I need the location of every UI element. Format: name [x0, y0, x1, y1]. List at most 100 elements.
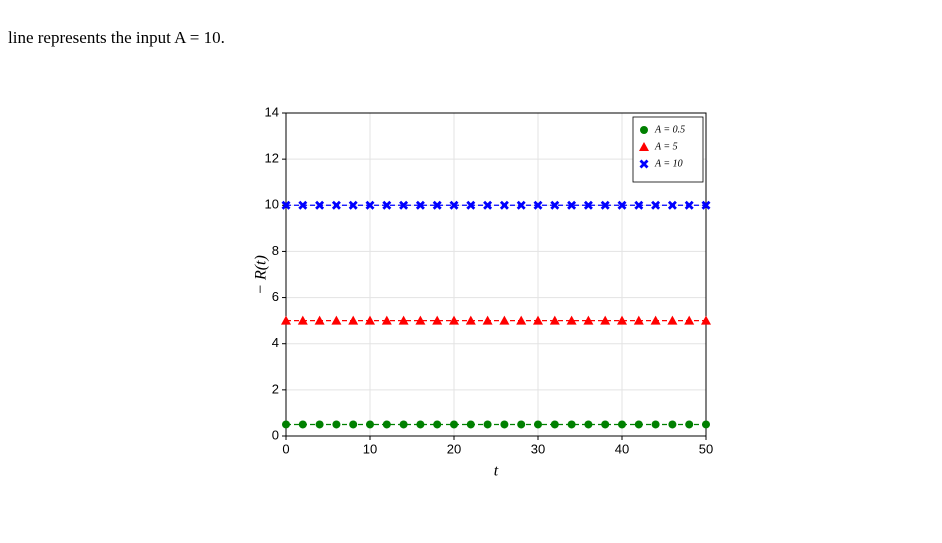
- marker: [433, 420, 442, 429]
- marker: [282, 420, 290, 429]
- x-tick-label: 30: [531, 441, 545, 456]
- marker: [466, 200, 476, 210]
- marker: [534, 420, 542, 429]
- marker: [482, 315, 493, 325]
- marker: [650, 315, 661, 325]
- marker: [416, 420, 425, 429]
- marker: [366, 420, 374, 429]
- marker: [315, 420, 324, 429]
- marker: [701, 200, 711, 210]
- x-tick-label: 0: [282, 441, 289, 456]
- marker: [449, 200, 459, 210]
- y-tick-label: 8: [272, 243, 279, 258]
- marker: [633, 315, 644, 325]
- x-tick-label: 50: [699, 441, 713, 456]
- marker: [651, 200, 661, 210]
- marker: [365, 315, 375, 325]
- legend-marker: [639, 159, 649, 169]
- marker: [600, 315, 611, 325]
- legend-marker: [640, 126, 648, 134]
- marker: [601, 420, 610, 429]
- marker: [314, 315, 325, 325]
- marker: [415, 200, 425, 210]
- marker: [399, 420, 408, 429]
- marker: [432, 200, 442, 210]
- legend-label: A = 5: [654, 141, 678, 152]
- marker: [701, 315, 711, 325]
- marker: [583, 315, 594, 325]
- marker: [348, 315, 359, 325]
- marker: [550, 420, 559, 429]
- marker: [450, 420, 458, 429]
- y-tick-label: 6: [272, 289, 279, 304]
- marker: [398, 315, 409, 325]
- marker: [550, 200, 560, 210]
- marker: [348, 200, 358, 210]
- marker: [684, 315, 695, 325]
- marker: [298, 200, 308, 210]
- y-axis-label: − R(t): [253, 255, 270, 295]
- marker: [499, 200, 509, 210]
- marker: [517, 420, 526, 429]
- marker: [651, 420, 660, 429]
- x-tick-label: 40: [615, 441, 629, 456]
- marker: [281, 200, 291, 210]
- y-tick-label: 2: [272, 381, 279, 396]
- marker: [684, 200, 694, 210]
- x-tick-label: 20: [447, 441, 461, 456]
- marker: [667, 200, 677, 210]
- y-tick-label: 14: [265, 104, 279, 119]
- y-tick-label: 0: [272, 427, 279, 442]
- marker: [533, 200, 543, 210]
- marker: [449, 315, 459, 325]
- marker: [465, 315, 476, 325]
- marker: [685, 420, 694, 429]
- marker: [382, 420, 391, 429]
- marker: [549, 315, 560, 325]
- x-axis-label: t: [494, 463, 499, 480]
- marker: [516, 200, 526, 210]
- marker: [668, 420, 677, 429]
- caption-line: line represents the input A = 10.: [8, 28, 225, 47]
- marker: [331, 315, 342, 325]
- legend-label: A = 0.5: [654, 124, 685, 135]
- marker: [617, 315, 627, 325]
- marker: [381, 315, 392, 325]
- marker: [331, 200, 341, 210]
- marker: [584, 420, 593, 429]
- marker: [315, 200, 325, 210]
- marker: [281, 315, 291, 325]
- marker: [667, 315, 678, 325]
- marker: [634, 200, 644, 210]
- marker: [600, 200, 610, 210]
- marker: [499, 315, 510, 325]
- y-tick-label: 10: [265, 197, 279, 212]
- marker: [466, 420, 475, 429]
- marker: [483, 200, 493, 210]
- marker: [533, 315, 543, 325]
- x-tick-label: 10: [363, 441, 377, 456]
- marker: [349, 420, 358, 429]
- y-tick-label: 12: [265, 151, 279, 166]
- marker: [415, 315, 426, 325]
- marker: [432, 315, 443, 325]
- marker: [483, 420, 492, 429]
- marker: [382, 200, 392, 210]
- marker: [500, 420, 509, 429]
- marker: [399, 200, 409, 210]
- marker: [634, 420, 643, 429]
- marker: [516, 315, 527, 325]
- legend-marker: [639, 142, 649, 151]
- marker: [332, 420, 341, 429]
- legend-label: A = 10: [654, 158, 683, 169]
- marker: [567, 200, 577, 210]
- marker: [567, 420, 576, 429]
- plot-frame: [285, 112, 707, 437]
- marker: [618, 420, 626, 429]
- marker: [566, 315, 577, 325]
- marker: [583, 200, 593, 210]
- y-tick-label: 4: [272, 335, 279, 350]
- marker: [297, 315, 308, 325]
